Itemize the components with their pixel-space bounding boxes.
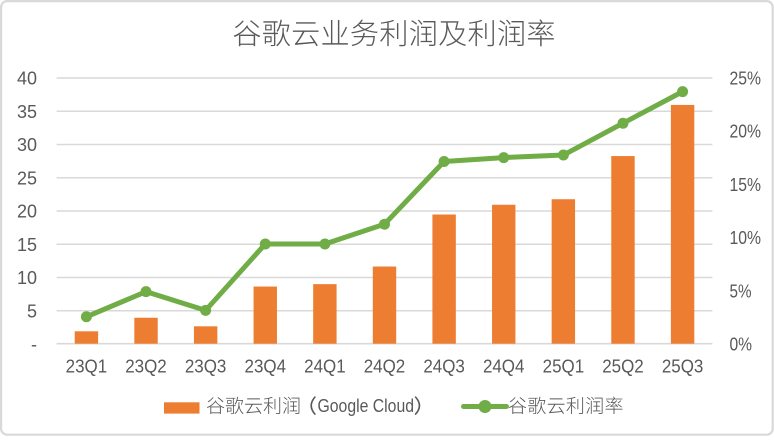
svg-text:23Q2: 23Q2 [125,357,167,377]
svg-text:30: 30 [17,135,37,155]
svg-text:10: 10 [17,268,37,288]
svg-text:35: 35 [17,102,37,122]
svg-text:Google Cloud: Google Cloud [318,396,415,416]
svg-text:0%: 0% [730,335,753,355]
svg-text:25Q3: 25Q3 [662,357,704,377]
svg-text:5: 5 [27,301,37,321]
svg-text:40: 40 [17,69,37,89]
svg-text:24Q1: 24Q1 [304,357,346,377]
svg-text:20%: 20% [730,122,762,142]
svg-text:5%: 5% [730,281,752,301]
svg-text:25Q2: 25Q2 [602,357,644,377]
svg-text:-: - [31,335,37,355]
svg-text:25: 25 [17,168,37,188]
svg-text:25Q1: 25Q1 [543,357,585,377]
svg-text:24Q3: 24Q3 [423,357,465,377]
svg-text:24Q4: 24Q4 [483,357,525,377]
svg-text:20: 20 [17,202,37,222]
svg-text:15%: 15% [730,175,762,195]
svg-text:10%: 10% [730,228,762,248]
svg-text:23Q3: 23Q3 [185,357,227,377]
svg-text:25%: 25% [730,69,762,89]
svg-text:23Q4: 23Q4 [245,357,287,377]
svg-text:15: 15 [17,235,37,255]
svg-text:23Q1: 23Q1 [66,357,108,377]
svg-text:24Q2: 24Q2 [364,357,406,377]
